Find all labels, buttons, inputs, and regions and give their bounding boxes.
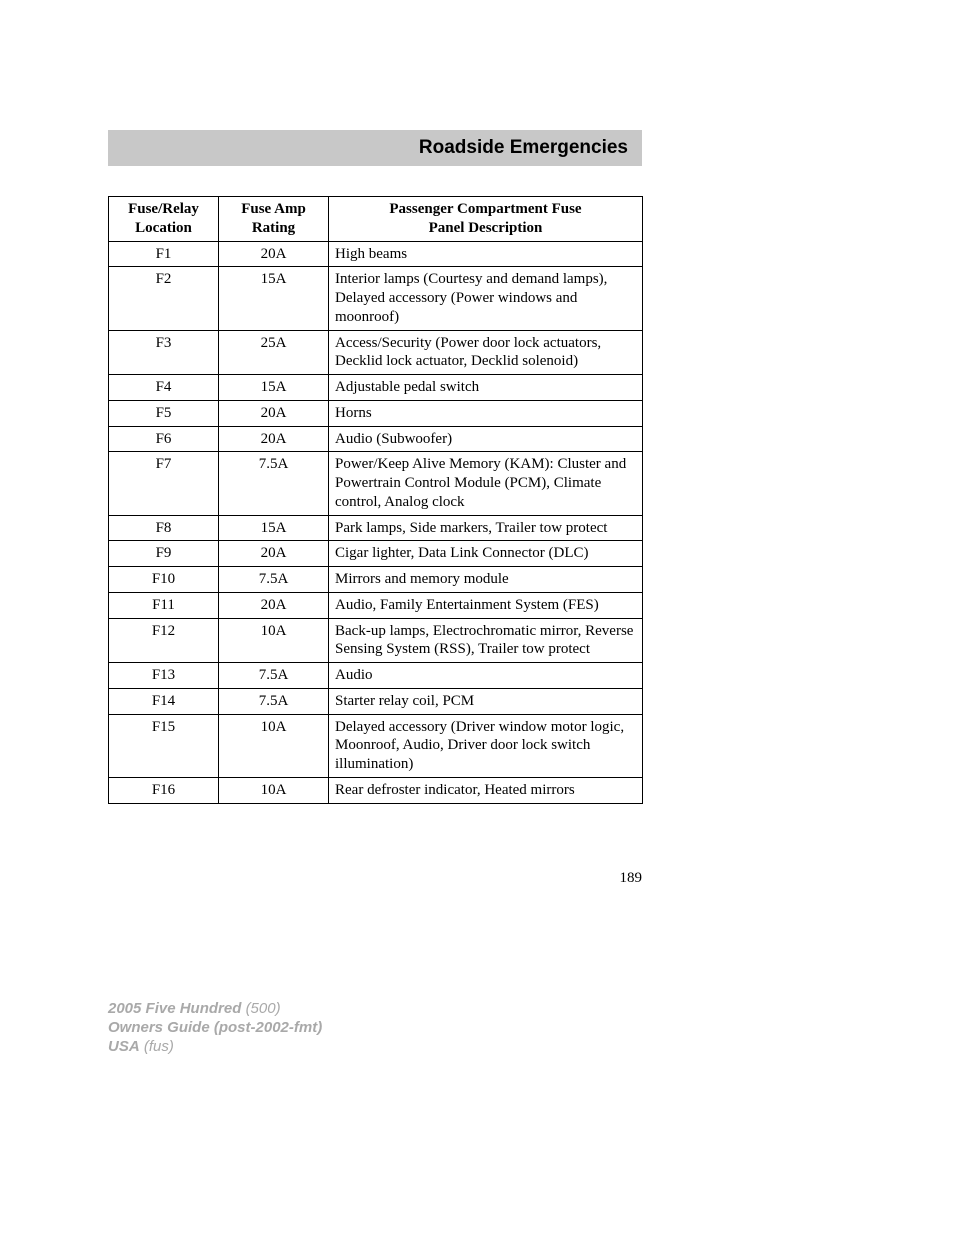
cell-amp: 25A [219,330,329,375]
col-header-location-l2: Location [135,220,192,236]
table-row: F920ACigar lighter, Data Link Connector … [109,541,643,567]
footer-model-code: (500) [246,1000,281,1017]
cell-location: F16 [109,777,219,803]
table-row: F147.5AStarter relay coil, PCM [109,688,643,714]
cell-description: Delayed accessory (Driver window motor l… [329,714,643,777]
col-header-amp: Fuse Amp Rating [219,197,329,242]
table-row: F120AHigh beams [109,241,643,267]
table-row: F415AAdjustable pedal switch [109,375,643,401]
col-header-location-l1: Fuse/Relay [128,201,199,217]
cell-description: Rear defroster indicator, Heated mirrors [329,777,643,803]
cell-description: Audio (Subwoofer) [329,426,643,452]
page-number: 189 [620,870,643,887]
cell-location: F10 [109,567,219,593]
col-header-amp-l2: Rating [252,220,295,236]
cell-amp: 20A [219,400,329,426]
table-row: F1610ARear defroster indicator, Heated m… [109,777,643,803]
cell-description: Interior lamps (Courtesy and demand lamp… [329,267,643,330]
cell-description: Audio [329,663,643,689]
table-row: F325AAccess/Security (Power door lock ac… [109,330,643,375]
cell-description: Mirrors and memory module [329,567,643,593]
cell-amp: 10A [219,777,329,803]
table-header: Fuse/Relay Location Fuse Amp Rating Pass… [109,197,643,242]
cell-location: F11 [109,592,219,618]
cell-description: Adjustable pedal switch [329,375,643,401]
cell-amp: 20A [219,241,329,267]
footer-model: 2005 Five Hundred [108,1000,241,1017]
cell-amp: 7.5A [219,567,329,593]
cell-location: F1 [109,241,219,267]
cell-location: F9 [109,541,219,567]
cell-amp: 10A [219,618,329,663]
footer-line-2: Owners Guide (post-2002-fmt) [108,1019,322,1038]
footer-region: USA [108,1038,140,1055]
cell-description: Park lamps, Side markers, Trailer tow pr… [329,515,643,541]
table-row: F1510ADelayed accessory (Driver window m… [109,714,643,777]
cell-location: F3 [109,330,219,375]
cell-description: Access/Security (Power door lock actuato… [329,330,643,375]
table-row: F520AHorns [109,400,643,426]
cell-amp: 7.5A [219,663,329,689]
table-row: F107.5AMirrors and memory module [109,567,643,593]
table-row: F77.5APower/Keep Alive Memory (KAM): Clu… [109,452,643,515]
cell-amp: 20A [219,426,329,452]
section-title: Roadside Emergencies [419,137,628,159]
footer-line-1: 2005 Five Hundred (500) [108,1000,322,1019]
page: Roadside Emergencies Fuse/Relay Location… [0,0,954,1235]
cell-amp: 20A [219,541,329,567]
cell-location: F2 [109,267,219,330]
col-header-desc: Passenger Compartment Fuse Panel Descrip… [329,197,643,242]
col-header-amp-l1: Fuse Amp [241,201,306,217]
cell-location: F6 [109,426,219,452]
fuse-table: Fuse/Relay Location Fuse Amp Rating Pass… [108,196,643,804]
cell-amp: 10A [219,714,329,777]
col-header-location: Fuse/Relay Location [109,197,219,242]
table-row: F215AInterior lamps (Courtesy and demand… [109,267,643,330]
cell-description: Starter relay coil, PCM [329,688,643,714]
footer-region-code: (fus) [144,1038,174,1055]
cell-description: Back-up lamps, Electrochromatic mirror, … [329,618,643,663]
cell-location: F7 [109,452,219,515]
cell-location: F15 [109,714,219,777]
cell-amp: 15A [219,515,329,541]
cell-amp: 7.5A [219,452,329,515]
cell-description: Power/Keep Alive Memory (KAM): Cluster a… [329,452,643,515]
table-row: F1120AAudio, Family Entertainment System… [109,592,643,618]
cell-description: Horns [329,400,643,426]
col-header-desc-l1: Passenger Compartment Fuse [389,201,581,217]
cell-amp: 15A [219,267,329,330]
cell-location: F13 [109,663,219,689]
cell-amp: 7.5A [219,688,329,714]
footer: 2005 Five Hundred (500) Owners Guide (po… [108,1000,322,1056]
cell-description: Audio, Family Entertainment System (FES) [329,592,643,618]
table-header-row: Fuse/Relay Location Fuse Amp Rating Pass… [109,197,643,242]
cell-location: F4 [109,375,219,401]
table-row: F620AAudio (Subwoofer) [109,426,643,452]
footer-guide: Owners Guide (post-2002-fmt) [108,1019,322,1036]
cell-location: F5 [109,400,219,426]
cell-location: F12 [109,618,219,663]
section-header-band: Roadside Emergencies [108,130,642,166]
table-row: F137.5AAudio [109,663,643,689]
table-body: F120AHigh beamsF215AInterior lamps (Cour… [109,241,643,803]
cell-location: F14 [109,688,219,714]
table-row: F1210ABack-up lamps, Electrochromatic mi… [109,618,643,663]
cell-description: High beams [329,241,643,267]
cell-amp: 20A [219,592,329,618]
cell-location: F8 [109,515,219,541]
col-header-desc-l2: Panel Description [429,220,543,236]
footer-line-3: USA (fus) [108,1038,322,1057]
cell-description: Cigar lighter, Data Link Connector (DLC) [329,541,643,567]
table-row: F815APark lamps, Side markers, Trailer t… [109,515,643,541]
cell-amp: 15A [219,375,329,401]
